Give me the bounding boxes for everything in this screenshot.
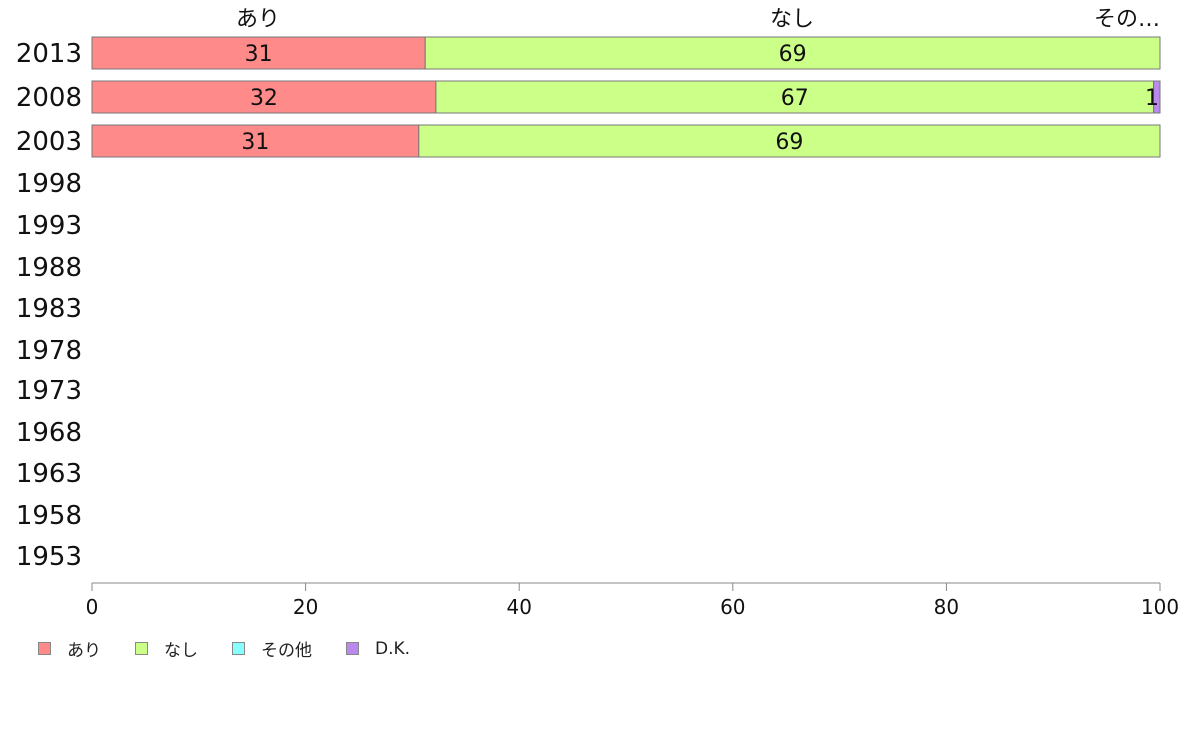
x-tick-label: 40 [506, 595, 531, 619]
y-tick-label: 1953 [16, 542, 82, 572]
y-tick-label: 1968 [16, 418, 82, 448]
data-label: 69 [779, 42, 807, 67]
legend-label-ari: あり [67, 641, 101, 661]
bars: 31 69 32 67 1 31 69 [91, 36, 1161, 158]
y-tick-label: 1978 [16, 336, 82, 366]
y-tick-label: 2003 [16, 127, 82, 157]
legend-item-sonota: その他 [232, 636, 312, 661]
bar-segment [418, 124, 1161, 158]
y-tick-label: 2013 [16, 39, 82, 69]
y-tick-label: 2008 [16, 83, 82, 113]
top-labels: あり なし その… [236, 7, 1160, 32]
y-tick-label: 1983 [16, 294, 82, 324]
bar-segment [91, 36, 426, 70]
legend-label-sonota: その他 [261, 641, 312, 661]
stacked-bar-chart: あり なし その… 2013 2008 2003 1998 1993 1988 1983 1978… [16, 7, 1179, 619]
bar-segment [1153, 80, 1161, 114]
legend-swatch-sonota [232, 642, 245, 655]
x-tick-label: 100 [1141, 595, 1179, 619]
y-tick-label: 1963 [16, 459, 82, 489]
bar-segment [91, 124, 420, 158]
x-axis: 0 20 40 60 80 100 [86, 582, 1179, 619]
legend-item-dk: D.K. [346, 639, 410, 659]
legend-item-nashi: なし [135, 636, 198, 661]
legend-swatch-ari [38, 642, 51, 655]
data-label: 67 [781, 86, 809, 111]
y-tick-label: 1958 [16, 501, 82, 531]
data-label: 69 [775, 130, 803, 155]
y-axis-labels: 2013 2008 2003 1998 1993 1988 1983 1978 1973 1968… [16, 39, 82, 572]
y-tick-label: 1973 [16, 376, 82, 406]
y-tick-label: 1993 [16, 211, 82, 241]
legend-label-nashi: なし [164, 641, 198, 661]
legend: あり なし その他 D.K. [38, 636, 410, 661]
top-label: なし [770, 7, 814, 32]
x-tick-label: 80 [934, 595, 959, 619]
bar-segment [91, 80, 437, 114]
y-tick-label: 1998 [16, 169, 82, 199]
data-label: 31 [245, 42, 273, 67]
top-label: あり [236, 7, 280, 32]
bar-segment [424, 36, 1161, 70]
x-tick-label: 0 [86, 595, 99, 619]
legend-swatch-dk [346, 642, 359, 655]
data-label: 32 [250, 86, 278, 111]
x-tick-label: 60 [720, 595, 745, 619]
y-tick-label: 1988 [16, 253, 82, 283]
legend-swatch-nashi [135, 642, 148, 655]
data-label: 1 [1145, 86, 1159, 111]
top-label: その… [1094, 7, 1160, 32]
legend-label-dk: D.K. [375, 638, 411, 659]
data-label: 31 [241, 130, 269, 155]
x-tick-label: 20 [293, 595, 318, 619]
legend-item-ari: あり [38, 636, 101, 661]
